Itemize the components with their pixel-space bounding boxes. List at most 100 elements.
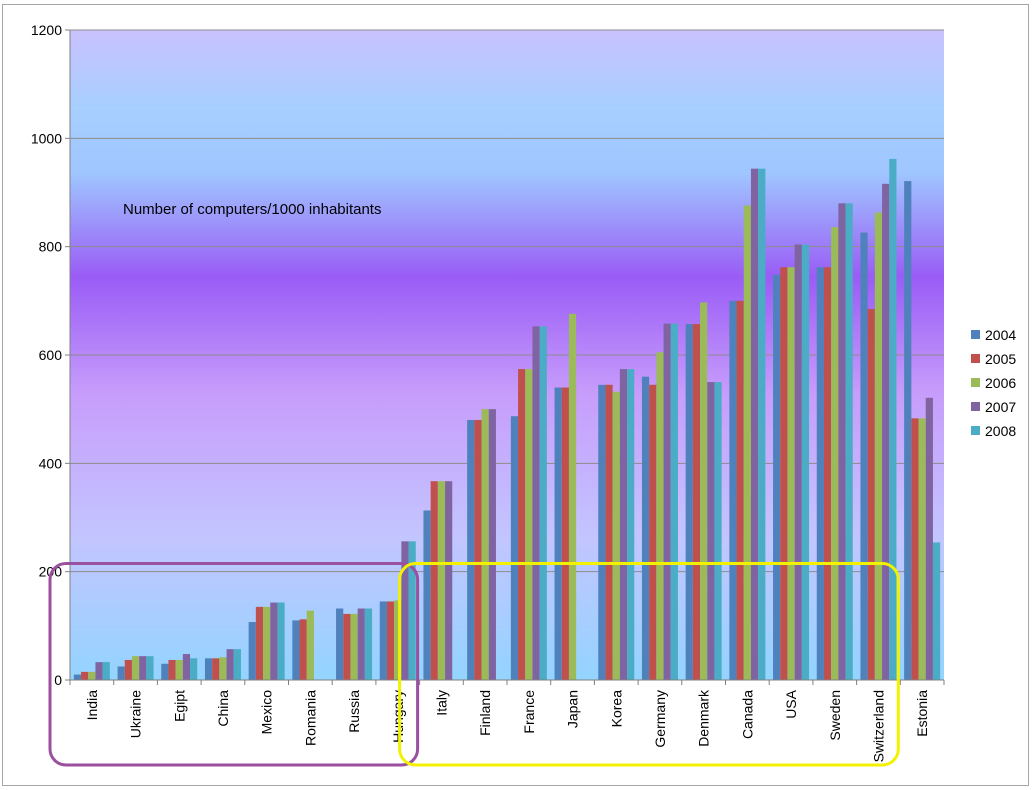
bar-italy-2004 bbox=[423, 510, 431, 680]
bars bbox=[73, 158, 941, 681]
bar-ukraine-2006 bbox=[131, 656, 140, 680]
legend-label-2004: 2004 bbox=[985, 327, 1016, 343]
legend-swatch-2008 bbox=[971, 426, 980, 435]
bar-germany-2008 bbox=[670, 323, 678, 680]
bar-egipt-2008 bbox=[190, 658, 198, 680]
highlight-box bbox=[48, 562, 420, 767]
bar-india-2006 bbox=[88, 671, 96, 680]
bar-switzerland-2004 bbox=[860, 232, 868, 681]
bar-mexico-2004 bbox=[248, 622, 256, 680]
bar-usa-2006 bbox=[787, 267, 795, 680]
legend-swatch-2004 bbox=[971, 330, 980, 339]
y-tick-label: 0 bbox=[54, 672, 62, 688]
bar-estonia-2004 bbox=[904, 181, 912, 680]
x-category-label: Switzerland bbox=[870, 690, 886, 762]
bar-germany-2007 bbox=[663, 323, 671, 680]
bar-sweden-2004 bbox=[816, 267, 824, 680]
bar-mexico-2006 bbox=[263, 606, 271, 680]
bar-ukraine-2007 bbox=[139, 656, 147, 680]
bar-estonia-2008 bbox=[932, 542, 941, 680]
highlight-boxes bbox=[48, 562, 900, 767]
bar-france-2007 bbox=[532, 326, 540, 680]
legend-swatch-2007 bbox=[971, 402, 980, 411]
y-tick-label: 400 bbox=[39, 455, 63, 471]
bar-russia-2007 bbox=[357, 608, 365, 680]
bar-canada-2007 bbox=[750, 168, 759, 680]
bar-switzerland-2007 bbox=[882, 183, 890, 681]
bar-italy-2005 bbox=[430, 481, 438, 680]
bar-ukraine-2004 bbox=[117, 666, 125, 680]
bar-japan-2004 bbox=[554, 387, 562, 680]
bar-france-2008 bbox=[539, 326, 547, 680]
bar-sweden-2008 bbox=[845, 203, 853, 681]
legend-swatch-2006 bbox=[971, 378, 980, 387]
bar-egipt-2006 bbox=[175, 659, 183, 680]
bar-finland-2007 bbox=[488, 409, 496, 680]
y-tick-label: 600 bbox=[39, 347, 63, 363]
bar-russia-2006 bbox=[350, 613, 358, 680]
bar-france-2005 bbox=[518, 369, 526, 680]
bar-denmark-2008 bbox=[714, 382, 722, 680]
bar-canada-2005 bbox=[736, 300, 744, 680]
x-category-label: Egipt bbox=[171, 690, 187, 722]
bar-canada-2004 bbox=[729, 300, 737, 680]
bar-sweden-2006 bbox=[831, 227, 839, 680]
legend: 2004 2005 2006 2007 2008 bbox=[971, 327, 1016, 439]
bar-denmark-2006 bbox=[700, 302, 708, 680]
legend-label-2005: 2005 bbox=[985, 351, 1016, 367]
bar-mexico-2008 bbox=[277, 602, 285, 680]
x-category-label: Germany bbox=[652, 690, 668, 748]
x-category-label: Italy bbox=[433, 690, 449, 716]
bar-china-2008 bbox=[233, 649, 241, 680]
bar-russia-2005 bbox=[343, 613, 351, 680]
x-category-label: Mexico bbox=[259, 690, 275, 735]
bar-korea-2008 bbox=[627, 369, 635, 680]
bar-sweden-2007 bbox=[838, 203, 846, 681]
bar-ukraine-2008 bbox=[146, 656, 154, 680]
bar-hungary-2004 bbox=[379, 601, 387, 680]
x-category-label: Finland bbox=[477, 690, 493, 736]
x-category-label: Canada bbox=[739, 690, 755, 739]
bar-china-2005 bbox=[212, 658, 220, 680]
bar-russia-2004 bbox=[336, 608, 344, 680]
bar-china-2006 bbox=[219, 657, 227, 680]
bar-usa-2008 bbox=[801, 244, 810, 680]
y-tick-label: 1000 bbox=[31, 130, 62, 146]
x-category-label: Sweden bbox=[827, 690, 843, 741]
bar-finland-2006 bbox=[481, 409, 489, 680]
bar-denmark-2005 bbox=[692, 324, 701, 680]
bar-romania-2005 bbox=[299, 619, 307, 680]
x-category-label: India bbox=[84, 690, 100, 721]
bar-switzerland-2005 bbox=[867, 308, 875, 680]
bar-india-2007 bbox=[95, 662, 103, 680]
bar-hungary-2005 bbox=[386, 601, 395, 680]
bar-mexico-2005 bbox=[255, 606, 264, 680]
y-tick-label: 1200 bbox=[31, 22, 62, 38]
bar-ukraine-2005 bbox=[124, 659, 132, 680]
bar-usa-2007 bbox=[794, 244, 802, 680]
bar-finland-2004 bbox=[467, 420, 475, 680]
bar-egipt-2005 bbox=[168, 659, 176, 680]
bar-italy-2007 bbox=[445, 481, 453, 680]
bar-romania-2006 bbox=[306, 610, 314, 680]
bar-estonia-2006 bbox=[918, 418, 926, 680]
x-category-label: Denmark bbox=[696, 689, 712, 747]
bar-denmark-2007 bbox=[707, 382, 715, 680]
legend-swatch-2005 bbox=[971, 354, 980, 363]
x-category-label: Estonia bbox=[914, 690, 930, 737]
bar-india-2008 bbox=[102, 662, 110, 680]
x-category-label: Hungary bbox=[390, 690, 406, 743]
bar-germany-2005 bbox=[649, 384, 657, 680]
chart-annotation: Number of computers/1000 inhabitants bbox=[123, 201, 381, 218]
bar-sweden-2005 bbox=[823, 267, 832, 680]
bar-india-2005 bbox=[81, 671, 89, 680]
bar-estonia-2007 bbox=[925, 397, 933, 680]
x-category-label: Japan bbox=[565, 690, 581, 728]
x-category-label: France bbox=[521, 690, 537, 734]
bar-france-2004 bbox=[510, 416, 519, 680]
legend-label-2007: 2007 bbox=[985, 399, 1016, 415]
bar-canada-2006 bbox=[743, 205, 751, 680]
bar-estonia-2005 bbox=[911, 418, 919, 680]
bar-switzerland-2008 bbox=[889, 158, 897, 680]
